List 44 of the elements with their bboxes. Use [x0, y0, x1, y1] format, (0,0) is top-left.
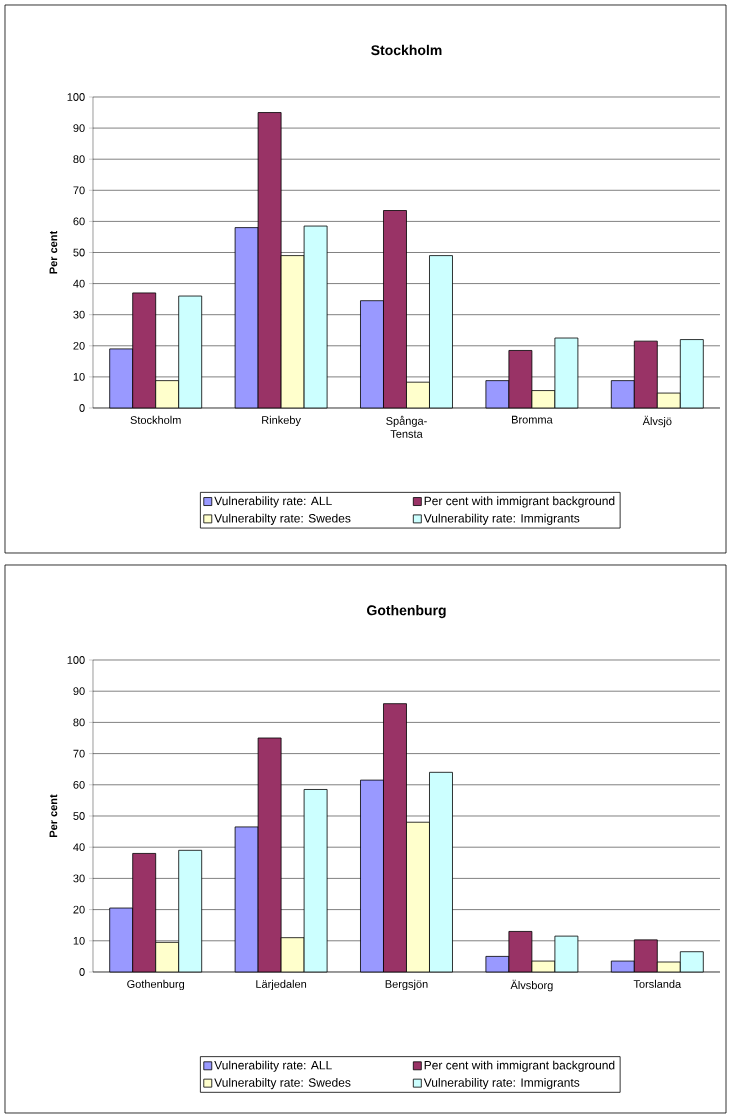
x-tick-label: Älvsjö	[642, 415, 672, 428]
x-tick-label: Spånga-Tensta	[386, 415, 427, 438]
legend-label: Per cent with immigrant background	[424, 1060, 615, 1072]
y-tick-label: 60	[73, 217, 85, 226]
y-tick-label: 40	[73, 279, 85, 288]
y-tick-label: 50	[73, 812, 85, 820]
legend-label: Vulnerability rate: Immigrants	[423, 513, 580, 525]
x-tick-label: Gothenburg	[127, 979, 185, 991]
y-tick-label: 80	[73, 718, 85, 727]
y-tick-label: 60	[73, 780, 85, 789]
legend-label: Vulnerability rate: Immigrants	[423, 1077, 580, 1090]
x-tick-label: Bromma	[512, 415, 553, 424]
x-tick-label: Torslanda	[633, 979, 682, 988]
y-tick-label: 10	[73, 373, 85, 381]
chart-title: Gothenburg	[367, 605, 446, 619]
y-tick-label: 90	[73, 687, 85, 696]
y-tick-label: 30	[73, 874, 85, 883]
y-tick-label: 70	[73, 749, 85, 758]
y-tick-label: 90	[73, 124, 85, 132]
x-tick-label: Älvsborg	[510, 979, 553, 992]
chart-title: Stockholm	[371, 44, 442, 56]
y-tick-label: 20	[73, 905, 85, 914]
y-tick-label: 100	[67, 656, 85, 664]
y-tick-label: 0	[79, 968, 85, 976]
y-tick-label: 50	[73, 248, 85, 257]
legend-label: Per cent with immigrant background	[424, 496, 615, 508]
y-tick-label: 80	[73, 155, 85, 164]
y-tick-label: 10	[73, 936, 85, 945]
y-tick-label: 20	[73, 341, 85, 350]
x-tick-label: Rinkeby	[262, 415, 302, 427]
y-tick-label: 100	[67, 93, 85, 101]
y-axis-title: Per cent	[49, 230, 58, 274]
x-tick-label: Bergsjön	[385, 979, 428, 991]
legend-label: Vulnerabilty rate: Swedes	[214, 1077, 351, 1090]
x-tick-label: Lärjedalen	[256, 979, 307, 991]
legend-label: Vulnerability rate: ALL	[214, 496, 332, 508]
y-tick-label: 30	[73, 310, 85, 319]
y-tick-label: 0	[79, 404, 85, 412]
y-tick-label: 40	[73, 843, 85, 852]
y-axis-title: Per cent	[49, 794, 58, 837]
legend-label: Vulnerabilty rate: Swedes	[214, 513, 351, 525]
y-tick-label: 70	[73, 186, 85, 195]
legend-label: Vulnerability rate: ALL	[214, 1060, 332, 1072]
x-tick-label: Stockholm	[130, 415, 181, 424]
